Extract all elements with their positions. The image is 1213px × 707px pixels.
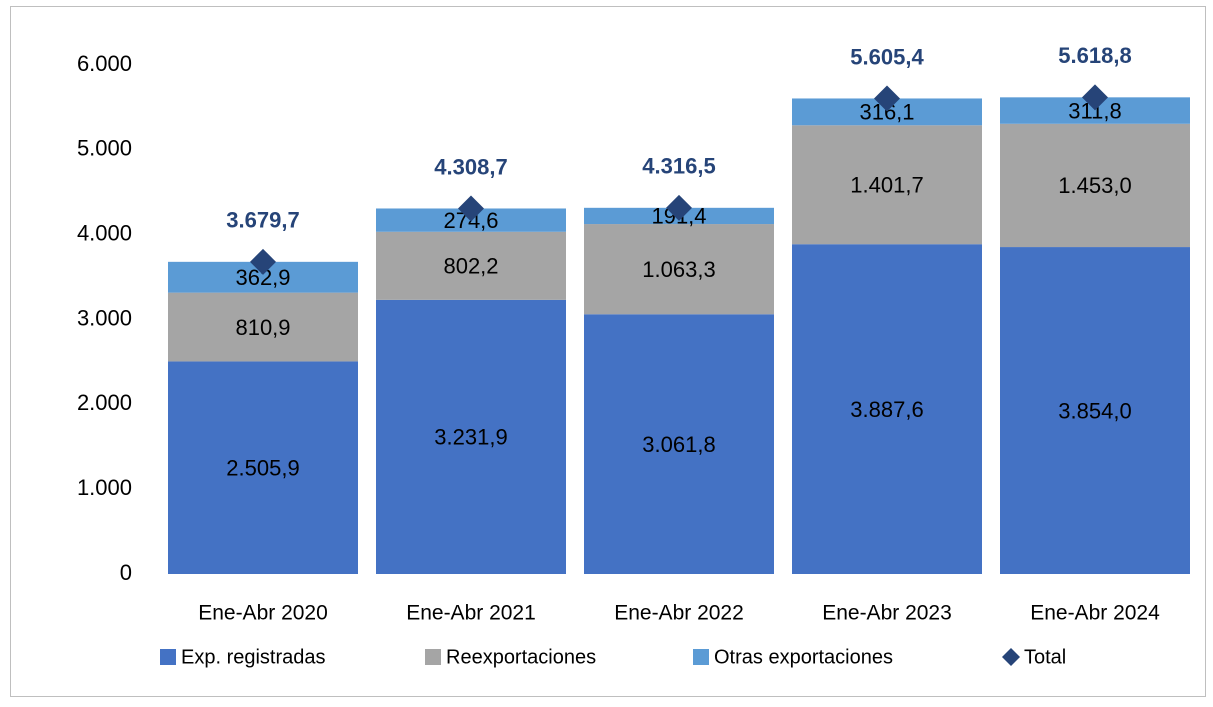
data-label: 3.887,6 [850, 397, 923, 422]
bar-segment [168, 292, 358, 362]
total-marker [1082, 84, 1108, 111]
legend-label: Reexportaciones [446, 646, 596, 668]
data-label: 1.401,7 [850, 173, 923, 198]
x-tick-label: Ene-Abr 2022 [614, 602, 744, 625]
total-marker [666, 194, 692, 221]
legend-swatch [425, 649, 441, 665]
legend-swatch [693, 649, 709, 665]
bar-segment [1000, 123, 1190, 248]
y-tick-label: 4.000 [77, 220, 132, 245]
bar-segment [584, 314, 774, 574]
bar-segment [376, 299, 566, 574]
data-label: 1.453,0 [1058, 173, 1131, 198]
total-marker [250, 248, 276, 275]
data-label: 2.505,9 [226, 456, 299, 481]
total-marker [874, 85, 900, 112]
data-label: 1.063,3 [642, 257, 715, 282]
bar-segment [1000, 247, 1190, 574]
bar-segment [584, 224, 774, 315]
bar-segment [168, 361, 358, 574]
data-label: 802,2 [443, 254, 498, 279]
total-label: 5.618,8 [1058, 43, 1131, 68]
x-tick-label: Ene-Abr 2020 [198, 602, 328, 625]
legend-label: Total [1024, 646, 1066, 668]
bar-segment [792, 125, 982, 245]
data-label: 3.854,0 [1058, 398, 1131, 423]
y-tick-label: 1.000 [77, 475, 132, 500]
total-label: 3.679,7 [226, 208, 299, 233]
x-tick-label: Ene-Abr 2021 [406, 602, 536, 625]
total-label: 4.308,7 [434, 154, 507, 179]
x-tick-label: Ene-Abr 2024 [1030, 602, 1160, 625]
legend-marker [1002, 648, 1020, 666]
total-label: 4.316,5 [642, 154, 715, 179]
y-tick-label: 3.000 [77, 305, 132, 330]
legend-swatch [160, 649, 176, 665]
data-label: 3.231,9 [434, 425, 507, 450]
y-tick-label: 2.000 [77, 390, 132, 415]
bar-segment [792, 244, 982, 574]
total-marker [458, 195, 484, 222]
legend-label: Otras exportaciones [714, 646, 893, 668]
y-tick-label: 6.000 [77, 51, 132, 76]
x-tick-label: Ene-Abr 2023 [822, 602, 952, 625]
legend-label: Exp. registradas [181, 646, 326, 668]
total-label: 5.605,4 [850, 44, 924, 69]
data-label: 3.061,8 [642, 432, 715, 457]
bar-segment [376, 231, 566, 300]
y-tick-label: 0 [120, 560, 132, 585]
y-tick-label: 5.000 [77, 136, 132, 161]
data-label: 810,9 [235, 315, 290, 340]
